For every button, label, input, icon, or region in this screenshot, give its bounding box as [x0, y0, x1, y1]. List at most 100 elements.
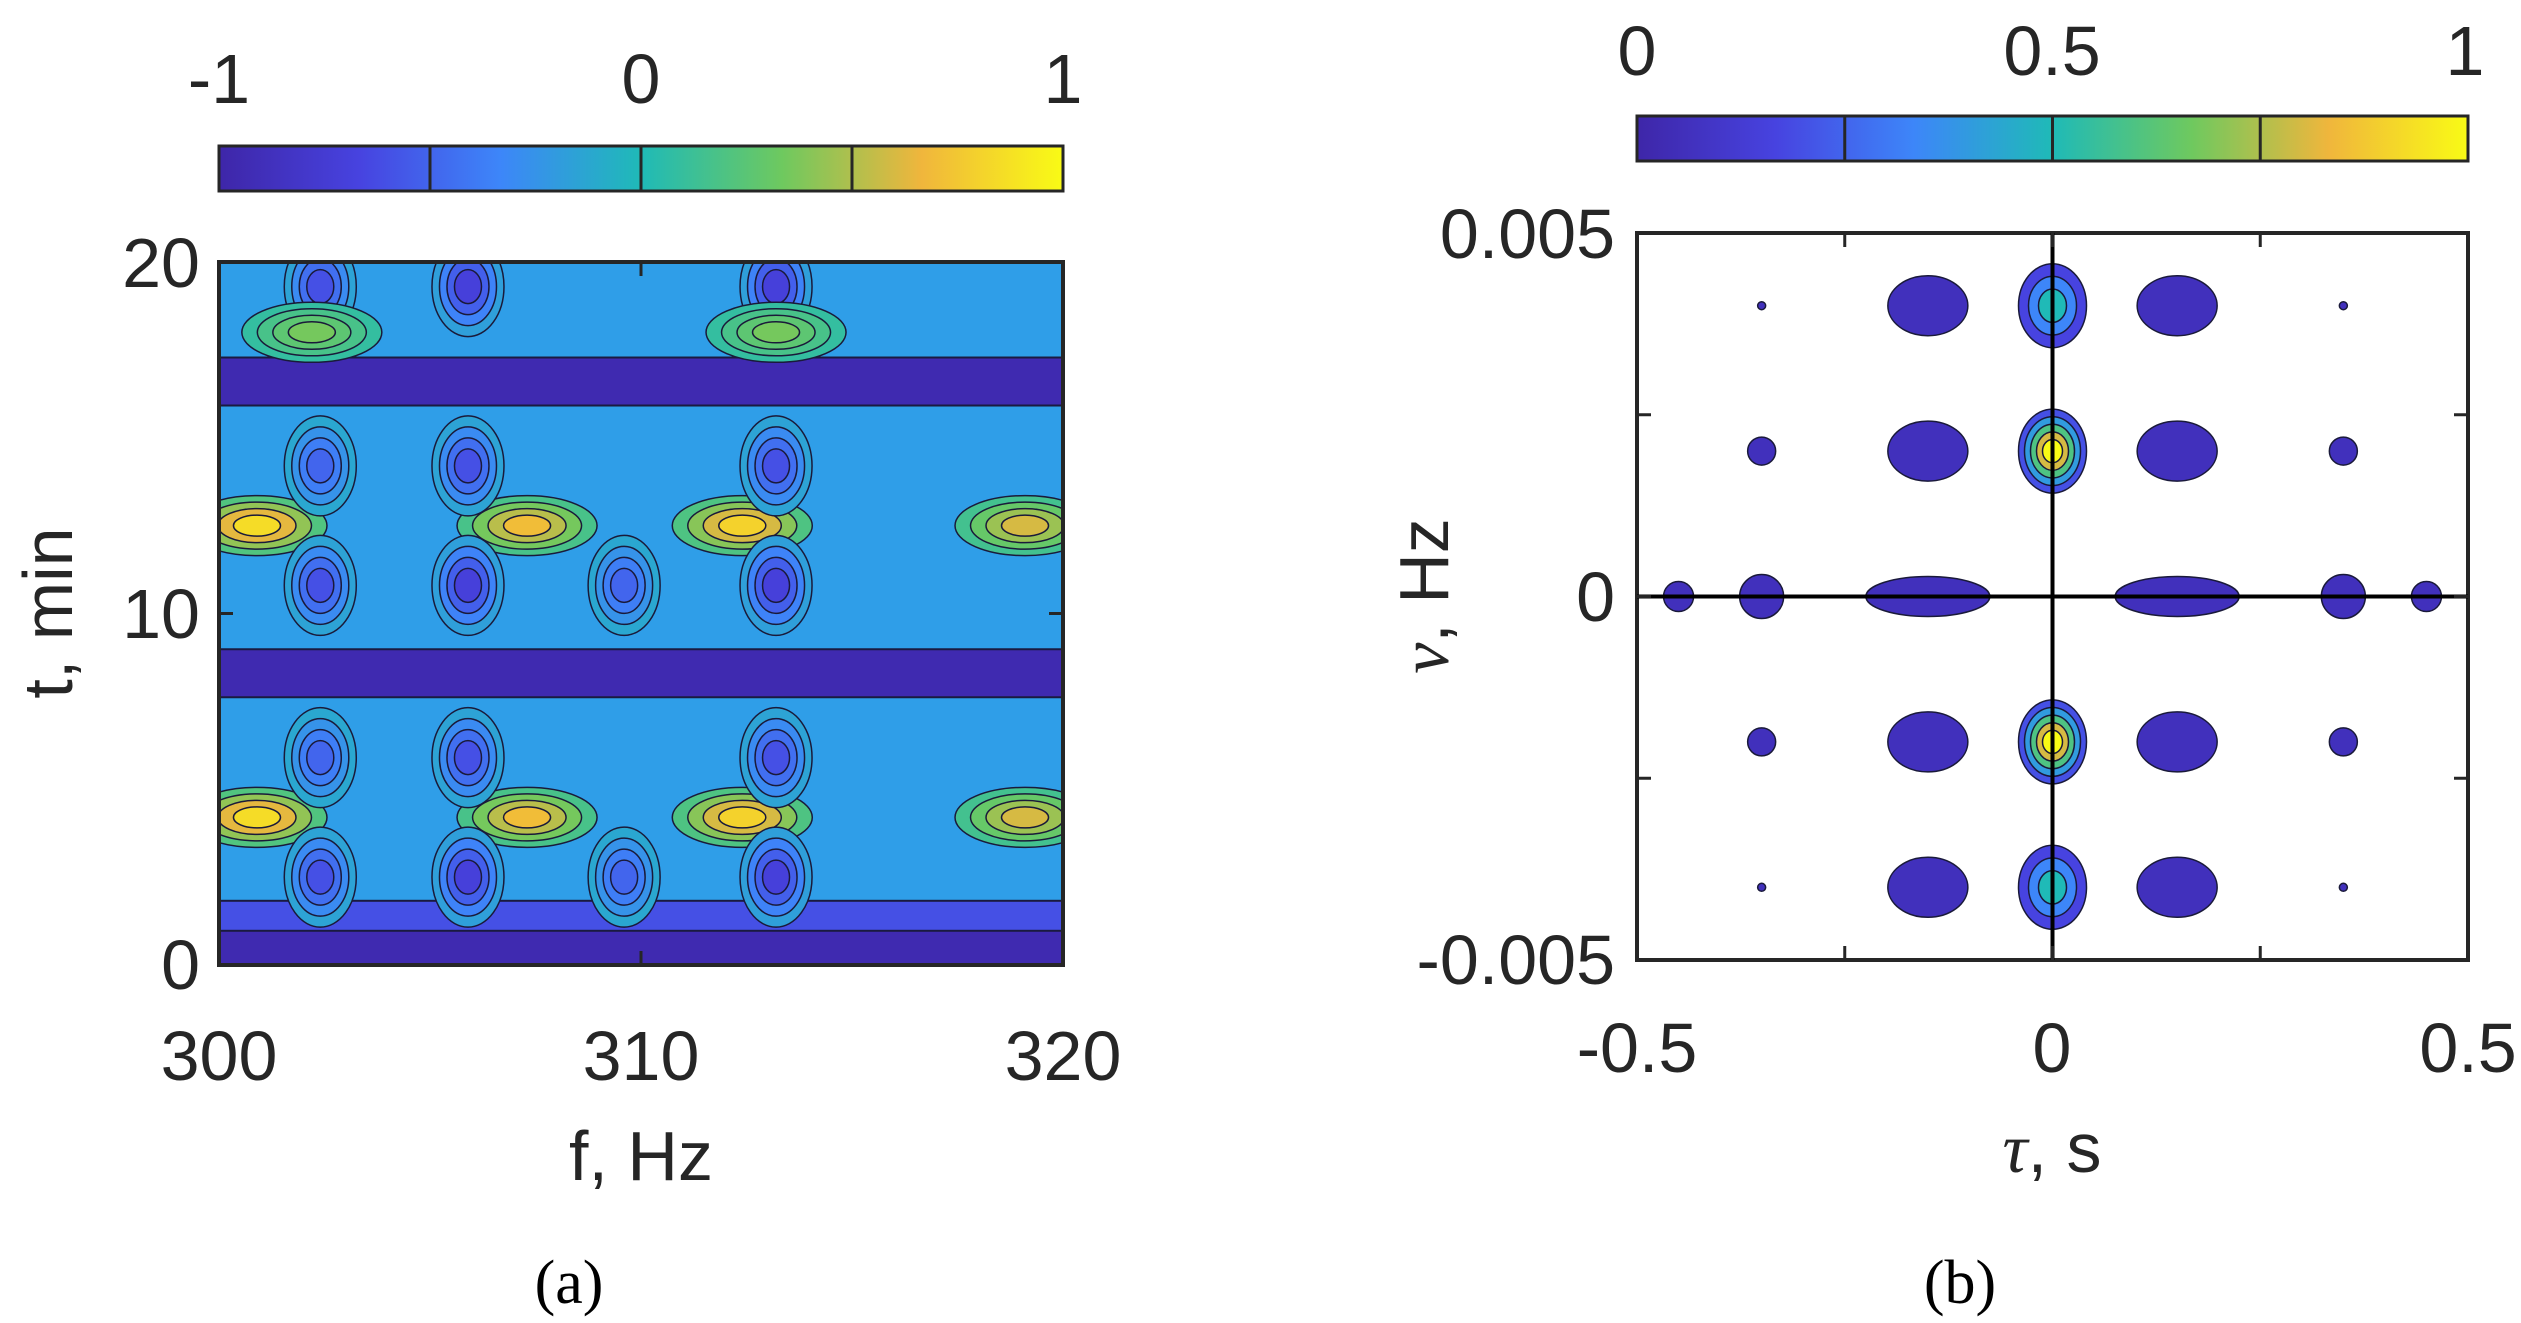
panel-b-axis-lines: [1637, 233, 2468, 960]
panel-a-feature-level: [306, 448, 335, 484]
panel-b-feature-level: [1887, 711, 1969, 773]
panel-a-feature: [283, 706, 358, 809]
panel-a-feature: [739, 415, 813, 517]
panel-a-colorbar-dividers: [428, 146, 854, 191]
panel-b-ytick-3: 0.005: [1440, 195, 1615, 273]
panel-a-xtick-3: 320: [1005, 1017, 1122, 1095]
panel-a-bands: [219, 356, 1063, 965]
panel-b-ylabel-unit: , Hz: [1385, 518, 1463, 642]
panel-b-ticks: [1635, 231, 2470, 962]
panel-a-ytick-2: 10: [122, 575, 200, 653]
panel-a-feature-level: [453, 448, 483, 484]
panel-a-feature-level: [761, 739, 791, 776]
panel-b-feature: [2338, 882, 2349, 893]
panel-a-feature: [431, 262, 505, 338]
panel-a-colorbar: -1 0 1: [188, 40, 1083, 193]
panel-b-feature-level: [2136, 420, 2218, 482]
panel-b-caption: (b): [1924, 1249, 1996, 1317]
panel-a-band: [219, 356, 1063, 407]
panel-a-ylabel: t, min: [9, 527, 87, 698]
panel-b-xtick-2: 0: [2033, 1009, 2072, 1087]
panel-b-colorbar-tick-min: 0: [1618, 12, 1657, 90]
panel-a-feature: [587, 826, 661, 928]
panel-b-feature: [2328, 727, 2359, 757]
panel-a: -1 0 1 300 310 320 0 10 20 f, Hz t, min …: [9, 40, 1121, 1317]
panel-a-feature: [283, 534, 358, 637]
panel-a-feature-level: [287, 321, 337, 344]
panel-b-feature-level: [1887, 856, 1969, 919]
panel-a-feature: [431, 826, 505, 928]
panel-b-xlabel-symbol: τ: [2003, 1111, 2031, 1188]
panel-b-feature: [1887, 856, 1969, 919]
panel-b-feature-level: [2338, 882, 2349, 893]
panel-b-feature-level: [2136, 856, 2218, 919]
panel-b-xtick-1: -0.5: [1577, 1009, 1698, 1087]
panel-a-feature-level: [453, 268, 483, 305]
panel-a-feature-level: [502, 806, 552, 829]
panel-a-feature: [954, 494, 1063, 557]
panel-b-feature-level: [2328, 436, 2359, 466]
panel-b-feature: [1746, 436, 1777, 466]
panel-b-ytick-1: -0.005: [1417, 921, 1615, 999]
panel-a-feature-level: [453, 739, 483, 776]
panel-a-feature-level: [306, 859, 335, 895]
panel-a-xlabel: f, Hz: [569, 1117, 713, 1195]
panel-b-feature: [2136, 711, 2218, 773]
panel-a-feature: [219, 494, 328, 557]
panel-b-feature-level: [1887, 420, 1969, 482]
panel-b-feature: [1887, 274, 1969, 337]
panel-b-feature-level: [2136, 274, 2218, 337]
panel-a-feature-level: [502, 514, 552, 537]
panel-b-feature: [2136, 856, 2218, 919]
panel-a-colorbar-tick-max: 1: [1044, 40, 1083, 118]
panel-b-feature-level: [1756, 300, 1767, 311]
panel-a-feature-level: [306, 268, 335, 305]
panel-a-feature: [431, 534, 505, 637]
panel-b-feature-level: [2136, 711, 2218, 773]
panel-a-features: [219, 262, 1063, 928]
panel-a-band: [219, 648, 1063, 699]
panel-a-feature-level: [761, 268, 791, 305]
panel-a-feature-level: [453, 859, 483, 895]
panel-b-xlabel: τ, s: [2003, 1109, 2102, 1188]
panel-a-feature-level: [609, 567, 639, 604]
panel-a-ytick-1: 0: [161, 926, 200, 1004]
panel-b-feature: [1756, 300, 1767, 311]
panel-a-xtick-2: 310: [583, 1017, 700, 1095]
panel-b-feature-level: [1746, 727, 1777, 757]
panel-a-feature: [705, 301, 847, 364]
panel-a-feature-level: [1000, 806, 1050, 829]
panel-a-feature-level: [1000, 514, 1050, 537]
panel-a-feature-level: [306, 567, 335, 604]
panel-a-feature: [739, 706, 813, 809]
panel-a-caption: (a): [535, 1249, 604, 1317]
panel-b-xlabel-unit: , s: [2028, 1109, 2102, 1187]
panel-b-feature: [2136, 420, 2218, 482]
panel-b-feature-level: [1756, 882, 1767, 893]
panel-b-colorbar: 0 0.5 1: [1618, 12, 2484, 163]
panel-a-plot-area: [219, 262, 1063, 965]
panel-a-feature-level: [232, 806, 282, 829]
panel-b-ytick-2: 0: [1576, 558, 1615, 636]
panel-a-feature: [241, 301, 383, 364]
panel-a-ticks: [217, 260, 1065, 967]
panel-a-feature: [456, 786, 598, 849]
panel-b-feature: [2328, 436, 2359, 466]
panel-a-feature: [739, 826, 813, 928]
panel-a-ytick-3: 20: [122, 224, 200, 302]
panel-a-xtick-1: 300: [161, 1017, 278, 1095]
panel-b: 0 0.5 1 -0.5 0 0.5 -0.005 0 0.005 τ, s ν…: [1385, 12, 2517, 1317]
panel-a-feature: [431, 415, 505, 517]
panel-a-feature-level: [751, 321, 801, 344]
panel-b-ylabel-symbol: ν: [1387, 642, 1464, 674]
panel-a-feature: [219, 786, 328, 849]
panel-a-feature-level: [306, 739, 335, 776]
panel-b-feature: [1756, 882, 1767, 893]
panel-a-feature-level: [718, 806, 767, 829]
panel-a-feature-level: [761, 567, 791, 604]
panel-b-colorbar-dividers: [1843, 116, 2262, 161]
panel-b-feature: [1887, 711, 1969, 773]
panel-b-feature: [2136, 274, 2218, 337]
panel-b-feature-level: [2338, 300, 2349, 311]
